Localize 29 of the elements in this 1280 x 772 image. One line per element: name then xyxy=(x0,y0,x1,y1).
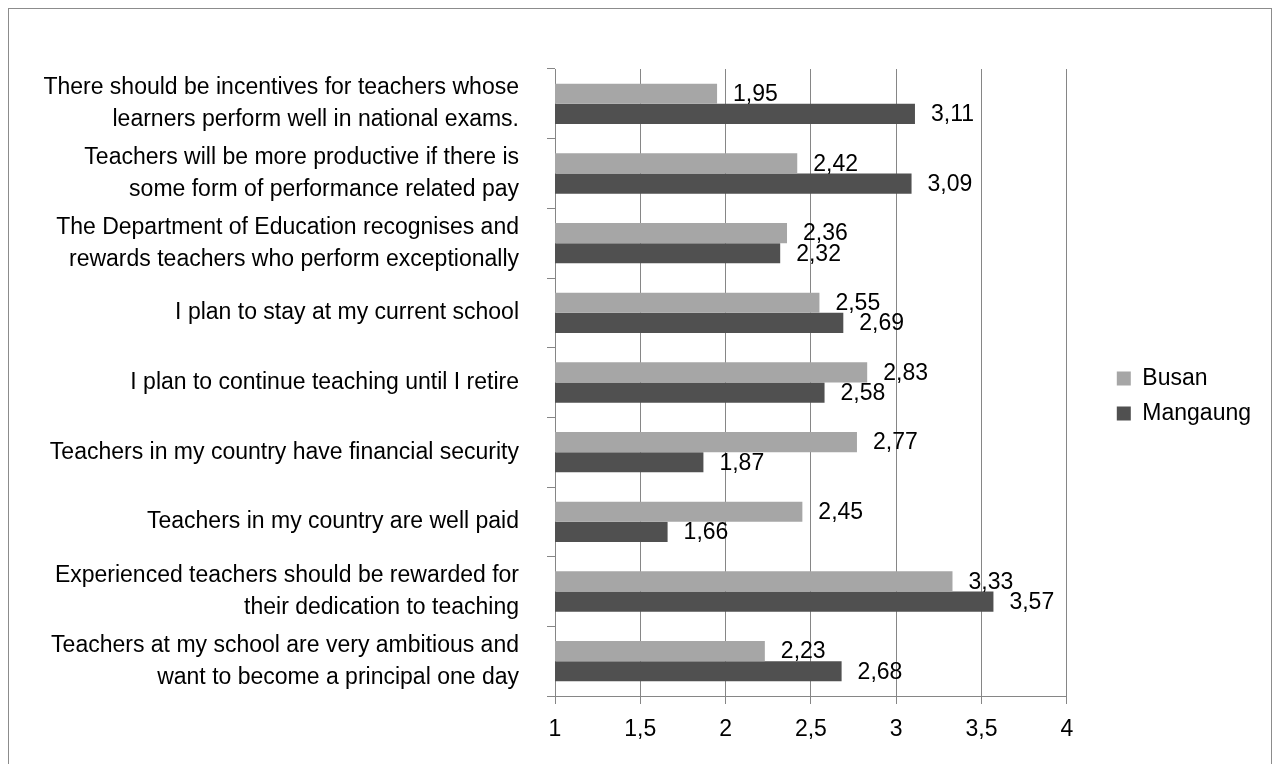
data-label: 2,68 xyxy=(857,657,903,684)
data-label: 2,23 xyxy=(780,637,826,664)
data-label: 1,66 xyxy=(683,518,729,545)
y-tick-label: Teachers in my country are well paid xyxy=(147,507,519,534)
y-tick-label: The Department of Education recognises and rewards teachers who perform exceptionally xyxy=(56,212,520,271)
y-tick-label: Teachers at my school are very ambitious and want to become a principal one day xyxy=(51,630,520,689)
x-tick-label: 2,5 xyxy=(794,715,827,742)
x-tick-label: 2 xyxy=(719,715,732,742)
legend-label: Mangaung xyxy=(1142,398,1251,425)
x-tick-label: 1,5 xyxy=(624,715,657,742)
y-tick-label: Teachers will be more productive if there is some form of performance related pay xyxy=(84,142,520,201)
y-tick-label: Experienced teachers should be rewarded for their dedication to teaching xyxy=(54,560,520,619)
x-tick-label: 1 xyxy=(548,715,562,742)
x-tick-label: 4 xyxy=(1060,715,1074,742)
x-tick-label: 3 xyxy=(889,715,903,742)
data-label: 2,42 xyxy=(813,149,859,176)
legend-label: Busan xyxy=(1142,363,1208,390)
data-label: 1,95 xyxy=(733,80,778,107)
y-tick-label: There should be incentives for teachers whose learners perform well in national exams. xyxy=(43,73,519,132)
data-label: 1,87 xyxy=(719,448,765,475)
y-tick-label: I plan to stay at my current school xyxy=(175,298,519,325)
data-label: 2,45 xyxy=(818,498,864,525)
y-tick-label: I plan to continue teaching until I retire xyxy=(130,367,519,394)
x-tick-label: 3,5 xyxy=(965,715,998,742)
y-tick-label: Teachers in my country have financial security xyxy=(49,437,520,464)
data-label: 2,83 xyxy=(883,358,928,385)
data-label: 3,11 xyxy=(930,100,975,127)
data-label: 3,09 xyxy=(927,169,973,196)
data-label: 2,77 xyxy=(872,428,918,455)
